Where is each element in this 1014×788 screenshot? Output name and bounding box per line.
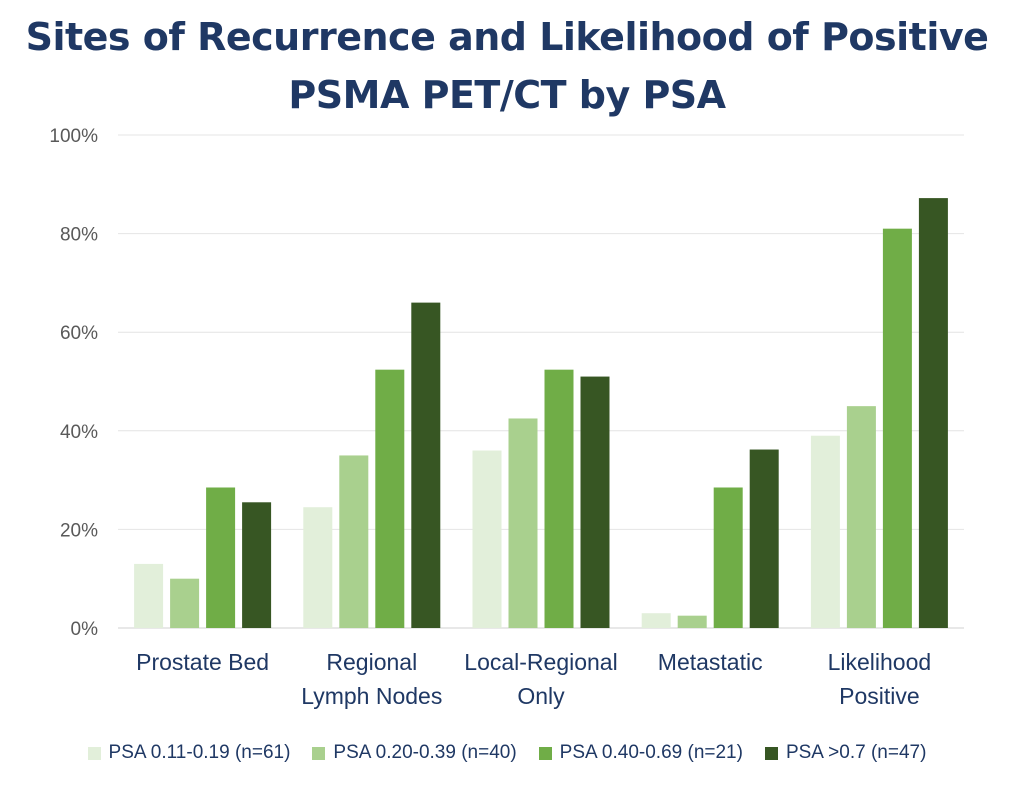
legend-swatch-series-1 [87,746,101,760]
bar [411,302,441,628]
x-category-label: Lymph Nodes [301,683,442,709]
y-tick-label: 20% [60,520,98,541]
bar [134,563,164,628]
bar [242,502,272,628]
y-tick-label: 60% [60,323,98,344]
bar [303,507,333,628]
bar [375,369,405,628]
y-tick-label: 100% [49,126,98,147]
x-category-label: Likelihood [828,649,932,675]
x-category-label: Only [517,683,565,709]
chart-title-line-2: PSMA PET/CT by PSA [288,73,726,117]
bar [170,578,200,628]
bar [472,450,502,628]
bar [641,613,671,628]
bar [339,455,369,628]
chart-title: Sites of Recurrence and Likelihood of Po… [0,8,1014,124]
legend-item-series-3: PSA 0.40-0.69 (n=21) [538,742,743,764]
legend-item-series-2: PSA 0.20-0.39 (n=40) [312,742,517,764]
legend-swatch-series-2 [312,746,326,760]
x-category-label: Regional [326,649,417,675]
bar [846,406,876,628]
chart-title-line-1: Sites of Recurrence and Likelihood of Po… [25,15,989,59]
x-category-label: Positive [839,683,920,709]
y-tick-label: 0% [71,619,99,640]
bar [749,449,779,628]
y-tick-label: 80% [60,225,98,246]
legend-label-series-4: PSA >0.7 (n=47) [785,742,927,763]
x-category-label: Metastatic [658,649,763,675]
bar [677,615,707,628]
bar [810,435,840,628]
legend-label-series-3: PSA 0.40-0.69 (n=21) [559,742,743,763]
x-category-label: Prostate Bed [136,649,269,675]
x-category-label: Local-Regional [464,649,617,675]
bar [713,487,743,628]
bar [206,487,236,628]
legend-item-series-4: PSA >0.7 (n=47) [764,742,927,764]
y-tick-label: 40% [60,422,98,443]
bar [508,418,538,628]
bar-chart: 0% 20% 40% 60% 80% 100% Prostate Bed Regional Ly… [49,126,964,709]
chart-legend: PSA 0.11-0.19 (n=61) PSA 0.20-0.39 (n=40… [0,742,1014,764]
bar [882,228,912,629]
legend-swatch-series-4 [764,746,778,760]
legend-swatch-series-3 [538,746,552,760]
bar [544,369,574,628]
legend-label-series-1: PSA 0.11-0.19 (n=61) [108,742,291,763]
bar [580,376,610,628]
bar [918,198,948,628]
legend-item-series-1: PSA 0.11-0.19 (n=61) [87,742,291,764]
legend-label-series-2: PSA 0.20-0.39 (n=40) [333,742,517,763]
